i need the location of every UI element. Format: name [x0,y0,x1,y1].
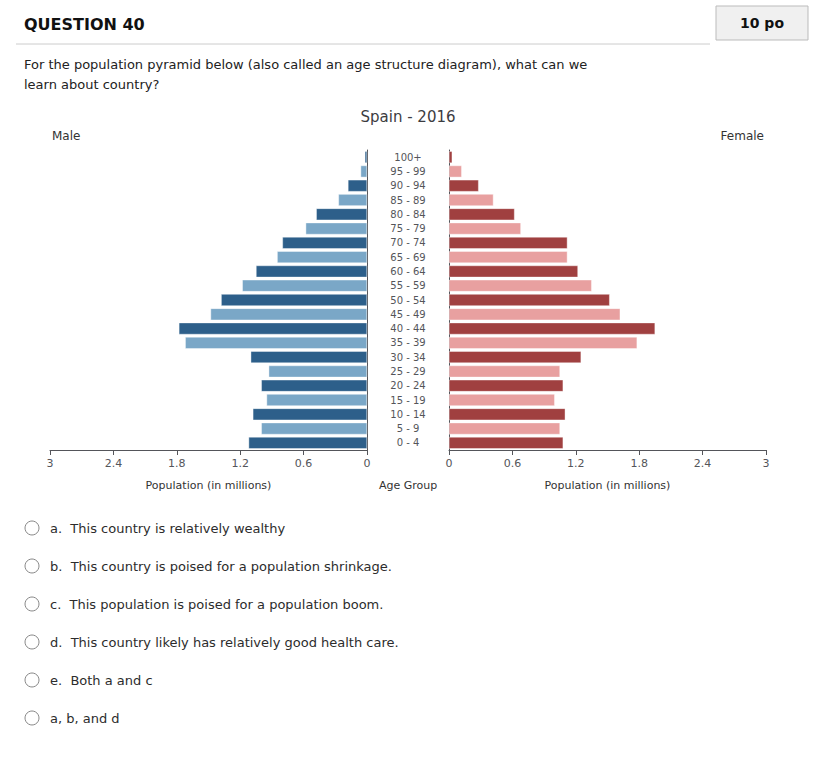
svg-text:Population (in millions): Population (in millions) [545,479,671,492]
svg-text:65 - 69: 65 - 69 [390,252,425,263]
svg-text:5 - 9: 5 - 9 [397,423,420,434]
svg-text:50 - 54: 50 - 54 [390,295,425,306]
svg-text:0.6: 0.6 [504,457,522,470]
svg-text:85 - 89: 85 - 89 [390,195,425,206]
svg-text:3: 3 [763,457,770,470]
svg-text:e. Both a and c: e. Both a and c [50,673,153,688]
svg-text:learn about country?: learn about country? [24,77,159,92]
svg-text:c. This population is poised: c. This population is poised for a popul… [50,597,383,612]
svg-text:35 - 39: 35 - 39 [390,337,425,348]
svg-text:Age Group: Age Group [379,479,437,492]
svg-text:0: 0 [446,457,453,470]
svg-text:Population (in millions): Population (in millions) [146,479,272,492]
svg-text:10 - 14: 10 - 14 [390,409,425,420]
svg-text:55 - 59: 55 - 59 [390,280,425,291]
svg-text:Female: Female [721,129,764,143]
svg-text:0 - 4: 0 - 4 [397,437,420,448]
svg-text:2.4: 2.4 [694,457,712,470]
svg-text:30 - 34: 30 - 34 [390,352,425,363]
svg-text:a, b, and d: a, b, and d [50,711,120,726]
svg-text:2.4: 2.4 [105,457,123,470]
svg-text:1.8: 1.8 [168,457,186,470]
svg-text:70 - 74: 70 - 74 [390,237,425,248]
svg-text:0: 0 [364,457,371,470]
svg-text:1.2: 1.2 [231,457,249,470]
svg-text:3: 3 [47,457,54,470]
svg-text:For the population pyramid bel: For the population pyramid below (also c… [24,57,587,72]
svg-text:d. This country likely has re: d. This country likely has relatively go… [50,635,399,650]
svg-text:1.2: 1.2 [567,457,585,470]
svg-text:40 - 44: 40 - 44 [390,323,425,334]
svg-text:0.6: 0.6 [295,457,313,470]
svg-text:1.8: 1.8 [630,457,648,470]
svg-text:45 - 49: 45 - 49 [390,309,425,320]
svg-text:20 - 24: 20 - 24 [390,380,425,391]
svg-text:a. This country is relatively: a. This country is relatively wealthy [50,521,285,536]
svg-text:15 - 19: 15 - 19 [390,395,425,406]
svg-text:Male: Male [52,129,80,143]
svg-text:QUESTION 40: QUESTION 40 [24,15,145,34]
svg-text:Spain - 2016: Spain - 2016 [360,108,455,126]
svg-text:60 - 64: 60 - 64 [390,266,425,277]
svg-text:95 - 99: 95 - 99 [390,166,425,177]
svg-text:10 po: 10 po [740,15,784,31]
svg-text:90 - 94: 90 - 94 [390,180,425,191]
svg-text:b. This country is poised for: b. This country is poised for a populati… [50,559,392,574]
svg-text:25 - 29: 25 - 29 [390,366,425,377]
svg-text:100+: 100+ [394,152,421,163]
svg-text:75 - 79: 75 - 79 [390,223,425,234]
svg-text:80 - 84: 80 - 84 [390,209,425,220]
